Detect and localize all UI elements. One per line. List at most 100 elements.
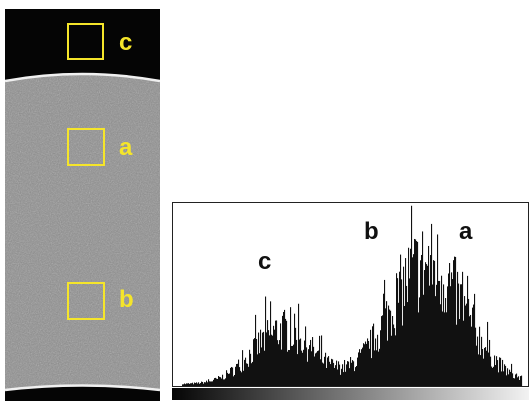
roi-label-b: b [119,286,134,313]
histogram-bar [384,279,386,386]
histogram-bar [243,370,245,386]
histogram-bar [508,374,510,386]
histogram-bar [453,260,455,386]
histogram-bar [456,324,458,386]
histogram-bar [416,241,418,386]
histogram-bar [254,338,256,386]
histogram-bar [239,367,241,386]
histogram-bar [484,347,486,386]
histogram-bar [492,367,494,386]
histogram-bar [410,248,412,386]
histogram-bar [263,331,265,386]
histogram-bar [422,231,424,386]
histogram-bar [418,312,420,386]
histogram-bar [452,279,454,386]
histogram-bar [264,350,266,386]
histogram-bar [268,330,270,386]
histogram-bar [440,304,442,386]
histogram-bar [447,286,449,386]
histogram-bar [380,330,382,386]
histogram-bar [451,272,453,386]
histogram-bar [205,382,207,386]
histogram-bar [298,303,300,386]
histogram-bar [222,374,224,386]
histogram-bar [219,376,221,386]
histogram-bar [288,349,290,386]
histogram-bar [233,376,235,386]
histogram-bar [329,361,331,386]
histogram-bar [352,360,354,386]
histogram-bar [284,309,286,386]
histogram-bar [388,305,390,386]
histogram-bar [441,275,443,386]
histogram-bar [461,284,463,386]
histogram-bar [261,347,263,386]
histogram-bar [427,265,429,386]
histogram-bar [405,258,407,386]
histogram-bar [249,349,251,386]
histogram-bar [223,379,225,386]
histogram-bar [491,366,493,386]
histogram-bar [209,381,211,386]
histogram-bar [457,271,459,386]
histogram-bar [196,382,198,386]
histogram-bars [182,205,523,386]
histogram-bar [439,280,441,386]
histogram-bar [276,320,278,386]
histogram-bar [390,310,392,386]
histogram-bar [341,368,343,386]
histogram-bar [342,364,344,386]
histogram-bar [197,383,199,386]
histogram-bar [361,349,363,386]
histogram-bar [364,344,366,386]
histogram-bar [303,349,305,386]
histogram-bar [507,368,509,386]
histogram-bar [377,334,379,386]
histogram-bar [289,350,291,386]
histogram-bar [363,343,365,386]
histogram-bar [351,362,353,386]
intensity-histogram [172,202,529,400]
roi-box-c [67,23,104,60]
histogram-bar [244,359,246,386]
histogram-bar [445,298,447,386]
histogram-bar [279,340,281,386]
histogram-bar [287,351,289,386]
histogram-bar [215,377,217,386]
histogram-bar [511,363,513,386]
histogram-bar [190,383,192,386]
histogram-bar [359,349,361,386]
histogram-bar [237,363,239,386]
histogram-bar [280,323,282,386]
histogram-bar [204,382,206,386]
histogram-bar [417,241,419,386]
histogram-bar [396,273,398,386]
histogram-peak-label-c: c [258,248,272,275]
histogram-bar [382,315,384,386]
histogram-bar [185,384,187,386]
histogram-bar [391,335,393,386]
histogram-bar [458,283,460,386]
histogram-bar [496,356,498,386]
histogram-bar [316,352,318,386]
histogram-bar [362,347,364,386]
histogram-bar [228,373,230,386]
histogram-bar [274,329,276,386]
histogram-bar [290,307,292,386]
histogram-bar [256,338,258,386]
histogram-bar [482,349,484,386]
intensity-gradient-bar [172,388,529,400]
histogram-bar [379,348,381,386]
histogram-bar [202,381,204,386]
histogram-bar [214,378,216,386]
histogram-bar [313,346,315,386]
histogram-bar [266,332,268,386]
histogram-bar [301,350,303,386]
histogram-bar [517,377,519,386]
histogram-bar [521,375,523,386]
histogram-bar [483,358,485,386]
histogram-bar [236,363,238,386]
histogram-bar [406,285,408,386]
histogram-bar [212,381,214,386]
histogram-bar [250,353,252,386]
